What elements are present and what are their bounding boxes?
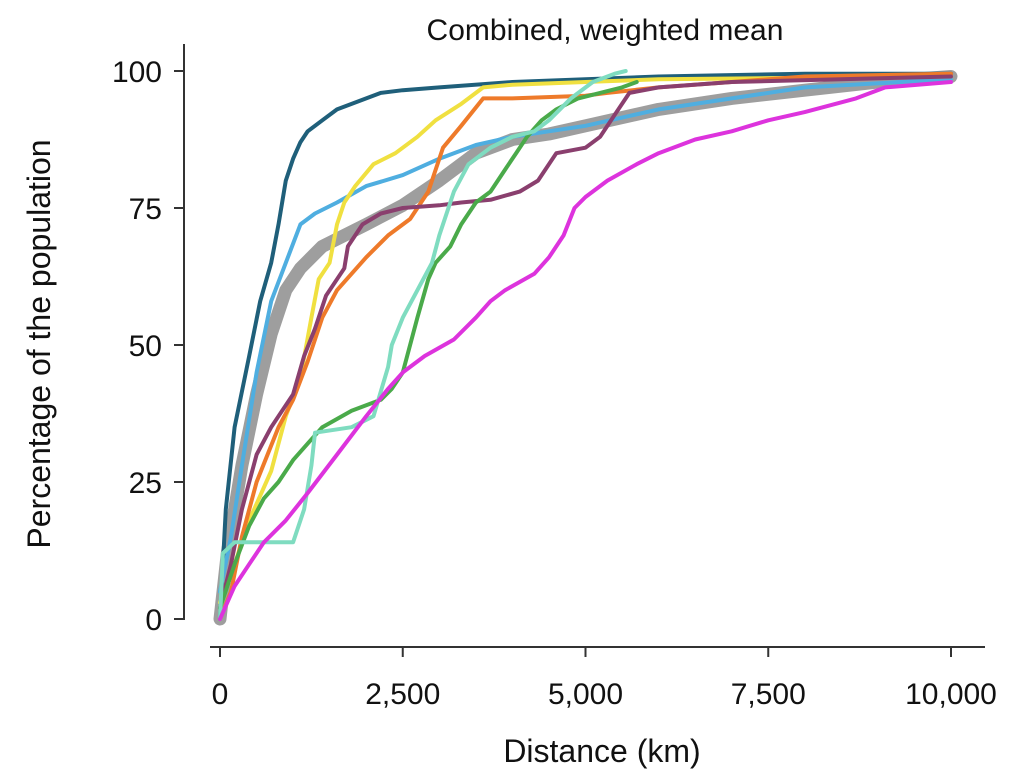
series-line-2 [218,77,953,594]
x-tick-label: 2,500 [365,678,440,711]
y-axis-title: Percentage of the population [21,139,57,548]
series-line-8 [218,80,953,621]
chart-title: Combined, weighted mean [427,14,784,47]
x-tick-label: 5,000 [548,678,623,711]
series-line-7 [218,69,628,621]
series-line-6 [218,80,639,610]
x-tick-label: 0 [212,678,229,711]
x-tick-label: 7,500 [731,678,806,711]
series-line-4 [218,71,953,621]
y-tick-label: 100 [112,56,162,89]
y-axis-ticks: 0 25 50 75 100 [112,56,184,637]
series-line-5 [218,74,953,610]
series-line-3 [218,74,953,605]
y-tick-label: 25 [129,467,162,500]
y-tick-label: 0 [145,604,162,637]
y-tick-label: 50 [129,330,162,363]
y-tick-label: 75 [129,193,162,226]
weighted-mean-line [213,70,958,626]
series-lines [213,69,958,626]
x-tick-label: 10,000 [905,678,997,711]
x-axis-title: Distance (km) [503,733,700,769]
series-line-1 [218,71,953,621]
x-axis-ticks: 0 2,500 5,000 7,500 10,000 [212,647,997,711]
